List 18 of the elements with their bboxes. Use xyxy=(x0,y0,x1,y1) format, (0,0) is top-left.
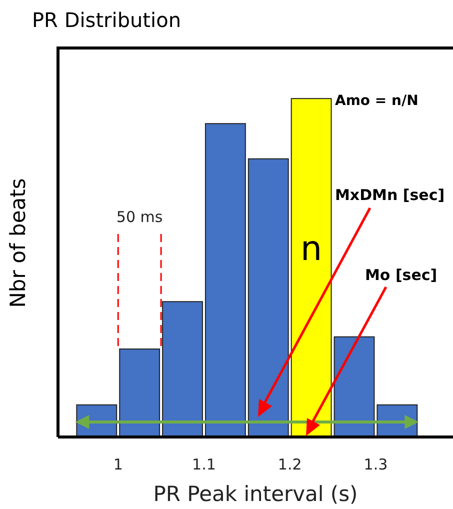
bar xyxy=(204,123,246,437)
bar xyxy=(290,98,332,437)
annotation: n xyxy=(300,229,322,270)
bar xyxy=(119,348,160,437)
bar xyxy=(334,336,375,437)
annotation: Amo = n/N xyxy=(335,93,418,109)
x-tick-label: 1 xyxy=(113,456,123,474)
y-axis-title: Nbr of beats xyxy=(6,178,30,308)
x-tick-label: 1.1 xyxy=(192,456,216,474)
bar xyxy=(162,301,203,437)
chart-title: PR Distribution xyxy=(32,8,181,32)
x-tick-label: 1.3 xyxy=(364,456,388,474)
x-axis-title: PR Peak interval (s) xyxy=(153,482,358,506)
bar xyxy=(248,158,289,437)
annotation: 50 ms xyxy=(116,208,163,226)
annotation: MxDMn [sec] xyxy=(335,186,445,204)
annotation: Mo [sec] xyxy=(365,266,438,284)
x-tick-label: 1.2 xyxy=(278,456,302,474)
